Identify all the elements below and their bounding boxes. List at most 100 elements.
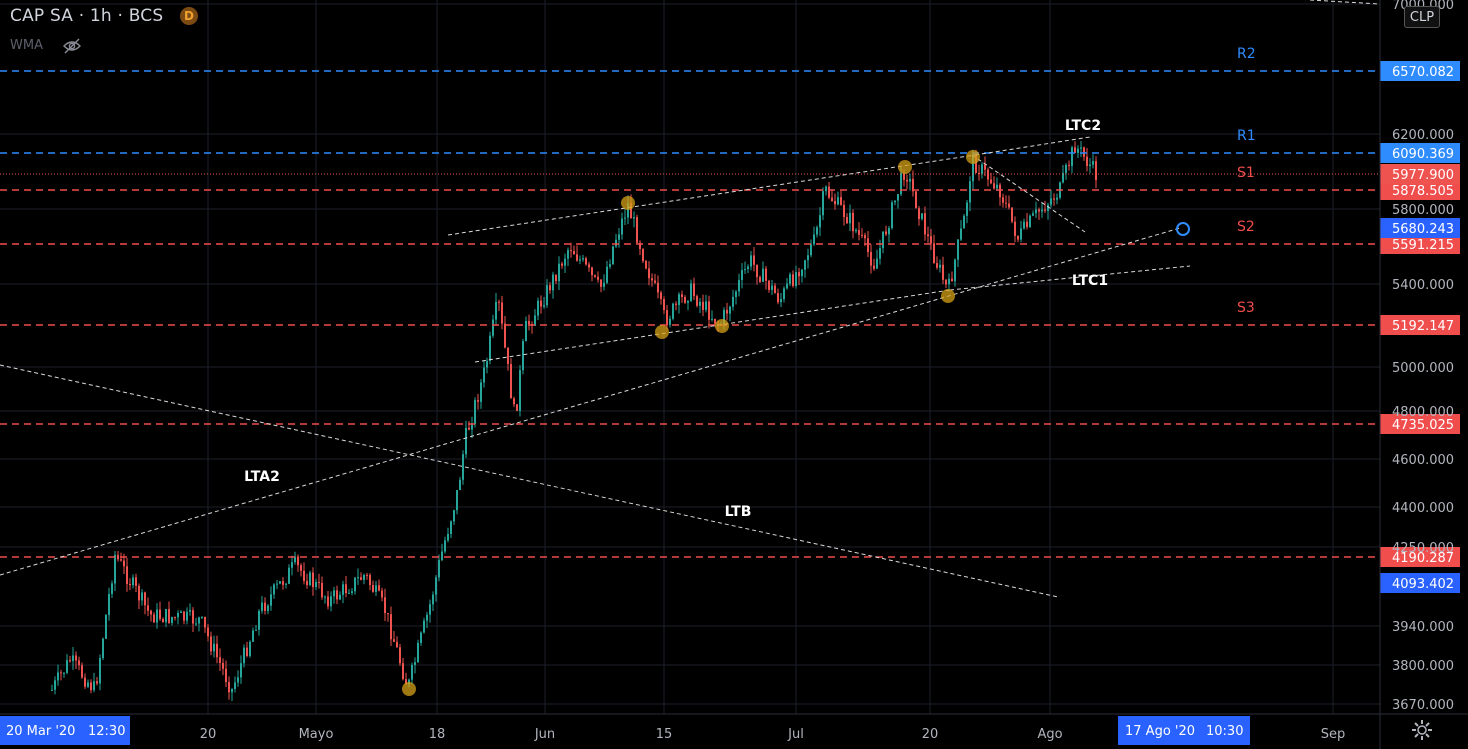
candle-body	[792, 274, 794, 287]
candle-body	[921, 213, 923, 219]
candle-body	[51, 689, 53, 691]
candle-body	[186, 611, 188, 621]
candle-body	[846, 217, 848, 224]
candle-body	[114, 554, 116, 584]
candle-body	[456, 489, 458, 511]
candle-body	[1053, 198, 1055, 200]
candle-body	[1035, 209, 1037, 214]
price-axis[interactable]: 7000.0006200.0005800.0005400.0005000.000…	[1379, 0, 1454, 749]
symbol-title[interactable]: CAP SA · 1h · BCS	[10, 6, 164, 26]
pivot-marker	[898, 160, 912, 174]
candle-body	[549, 285, 551, 291]
candle-body	[588, 264, 590, 268]
level-name-label: R1	[1237, 128, 1256, 144]
level-price-label: 4735.025	[1392, 418, 1454, 433]
candle-body	[711, 318, 713, 320]
candle-body	[837, 197, 839, 205]
trendline[interactable]	[447, 154, 976, 236]
indicator-name[interactable]: WMA	[10, 38, 43, 53]
candle-body	[414, 662, 416, 665]
candle-body	[735, 291, 737, 297]
time-tick-label: 20	[922, 727, 939, 742]
candle-body	[906, 179, 908, 182]
candle-body	[633, 217, 635, 219]
candle-body	[231, 688, 233, 693]
candle-body	[807, 255, 809, 261]
currency-button[interactable]: CLP	[1404, 6, 1440, 28]
candle-body	[1092, 161, 1094, 165]
candle-body	[267, 605, 269, 611]
candle-body	[309, 572, 311, 586]
candle-body	[387, 613, 389, 615]
candle-body	[282, 581, 284, 585]
candle-body	[684, 297, 686, 303]
candle-body	[585, 258, 587, 265]
trendline[interactable]	[974, 136, 1091, 156]
candle-body	[888, 228, 890, 235]
level-price-label: 5591.215	[1392, 238, 1454, 253]
candle-body	[1047, 204, 1049, 211]
trendline[interactable]	[0, 227, 1181, 576]
interval-badge[interactable]: D	[180, 7, 198, 25]
candle-body	[297, 556, 299, 566]
trendline[interactable]	[474, 289, 951, 363]
candle-body	[399, 647, 401, 664]
candle-body	[666, 310, 668, 325]
candle-body	[180, 611, 182, 613]
candle-body	[474, 400, 476, 424]
eye-slash-icon[interactable]	[62, 37, 82, 55]
candle-body	[786, 283, 788, 289]
candle-body	[1089, 164, 1091, 166]
candle-body	[849, 212, 851, 224]
candle-body	[582, 258, 584, 260]
blue-price-tag	[1380, 573, 1460, 593]
candle-body	[492, 319, 494, 336]
pivot-marker	[715, 319, 729, 333]
candle-body	[294, 556, 296, 563]
candle-body	[771, 285, 773, 290]
candle-body	[996, 184, 998, 189]
candle-body	[501, 302, 503, 324]
trendline[interactable]	[949, 265, 1191, 291]
level-price-label: 6090.369	[1392, 147, 1454, 162]
candle-body	[702, 301, 704, 310]
candle-body	[750, 255, 752, 267]
candle-body	[378, 585, 380, 591]
trendline[interactable]	[971, 154, 1086, 233]
trendline[interactable]	[1309, 0, 1381, 5]
candle-body	[357, 577, 359, 579]
pivot-marker	[966, 150, 980, 164]
candle-body	[246, 647, 248, 656]
candle-body	[291, 562, 293, 568]
candle-body	[981, 164, 983, 174]
candle-body	[147, 605, 149, 611]
candle-body	[237, 677, 239, 683]
candle-body	[918, 208, 920, 219]
candle-body	[537, 300, 539, 316]
candle-body	[867, 238, 869, 253]
price-tick-label: 6200.000	[1392, 128, 1454, 143]
time-tick-label: Sep	[1321, 727, 1346, 742]
candle-body	[198, 617, 200, 624]
level-price-label: 5192.147	[1392, 319, 1454, 334]
last-price-label: 5977.900	[1392, 168, 1454, 183]
trendline[interactable]	[0, 364, 1059, 598]
candle-body	[864, 235, 866, 239]
candle-body	[804, 260, 806, 270]
candle-body	[672, 303, 674, 319]
time-tick-label: Jul	[787, 727, 804, 742]
price-tick-label: 4250.000	[1392, 541, 1454, 556]
candle-body	[618, 234, 620, 240]
level-price-tag	[1380, 414, 1460, 434]
time-axis[interactable]: 20 Mayo 18 Jun 15 Jul 20 Ago Sep 20 Mar '20 12:30 1…	[0, 713, 1468, 745]
candle-body	[606, 266, 608, 283]
candle-body	[1011, 207, 1013, 222]
candle-body	[1086, 156, 1088, 166]
gear-icon[interactable]	[1410, 718, 1434, 742]
start-date-label: 20 Mar '20	[6, 724, 75, 739]
candle-body	[573, 251, 575, 255]
cursor-anchor-handle[interactable]	[1176, 222, 1190, 236]
candle-body	[171, 617, 173, 623]
candle-body	[1038, 209, 1040, 212]
